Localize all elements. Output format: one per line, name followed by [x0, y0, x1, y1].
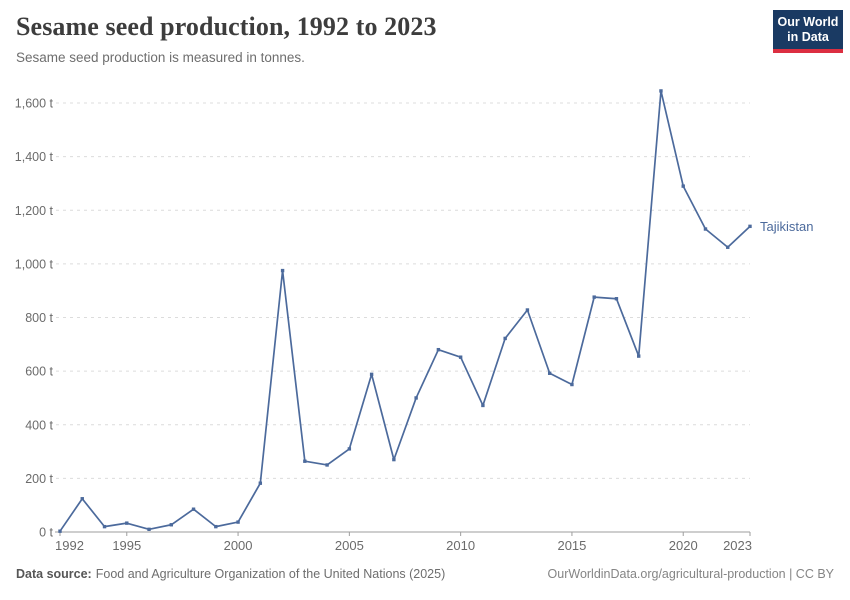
- y-tick-label: 1,400 t: [15, 150, 54, 164]
- data-point[interactable]: [369, 372, 374, 377]
- data-point[interactable]: [503, 336, 507, 341]
- data-point[interactable]: [236, 520, 240, 524]
- data-source: Data source: Food and Agriculture Organiz…: [16, 567, 445, 581]
- data-point[interactable]: [125, 521, 129, 525]
- owid-logo-line1: Our World: [777, 15, 839, 29]
- y-tick-label: 600 t: [25, 365, 53, 379]
- x-tick-label: 2000: [224, 538, 253, 553]
- data-point[interactable]: [726, 245, 730, 249]
- data-point[interactable]: [214, 524, 218, 529]
- x-tick-label: 2015: [557, 538, 586, 553]
- y-tick-label: 200 t: [25, 472, 53, 486]
- y-tick-label: 0 t: [39, 526, 53, 540]
- data-point[interactable]: [458, 355, 463, 359]
- chart-title: Sesame seed production, 1992 to 2023: [16, 12, 437, 41]
- data-point[interactable]: [80, 497, 84, 501]
- data-point[interactable]: [614, 297, 619, 301]
- data-point[interactable]: [102, 524, 107, 529]
- data-point[interactable]: [169, 523, 173, 527]
- credit-link[interactable]: OurWorldinData.org/agricultural-producti…: [547, 567, 834, 581]
- data-point[interactable]: [703, 227, 708, 231]
- y-tick-label: 1,000 t: [15, 257, 54, 271]
- x-tick-label: 2020: [669, 538, 698, 553]
- data-point[interactable]: [347, 447, 352, 451]
- data-source-label: Data source:: [16, 567, 92, 581]
- data-point[interactable]: [748, 224, 752, 229]
- data-point[interactable]: [325, 463, 329, 467]
- data-point[interactable]: [481, 403, 485, 408]
- data-point[interactable]: [392, 457, 396, 462]
- data-point[interactable]: [280, 268, 285, 273]
- chart-subtitle: Sesame seed production is measured in to…: [16, 50, 305, 65]
- data-point[interactable]: [659, 89, 663, 93]
- data-point[interactable]: [681, 184, 685, 188]
- data-point[interactable]: [191, 507, 196, 511]
- data-point[interactable]: [414, 396, 418, 400]
- y-tick-label: 1,200 t: [15, 204, 54, 218]
- data-source-text: Food and Agriculture Organization of the…: [95, 567, 446, 581]
- data-point[interactable]: [436, 347, 441, 352]
- data-point[interactable]: [58, 529, 62, 533]
- x-tick-label: 2023: [723, 538, 752, 553]
- data-point[interactable]: [147, 527, 151, 532]
- y-tick-label: 1,600 t: [15, 97, 54, 111]
- data-point[interactable]: [570, 382, 574, 387]
- data-point[interactable]: [592, 295, 596, 299]
- series-label[interactable]: Tajikistan: [760, 219, 813, 234]
- data-point[interactable]: [637, 354, 641, 358]
- data-point[interactable]: [547, 371, 552, 375]
- owid-logo[interactable]: Our World in Data: [773, 10, 843, 53]
- x-tick-label: 2005: [335, 538, 364, 553]
- y-tick-label: 400 t: [25, 418, 53, 432]
- owid-logo-line2: in Data: [787, 30, 829, 44]
- x-tick-label: 2010: [446, 538, 475, 553]
- data-point[interactable]: [258, 481, 263, 485]
- x-tick-label: 1995: [112, 538, 141, 553]
- chart-footer: Data source: Food and Agriculture Organiz…: [0, 567, 850, 581]
- data-point[interactable]: [303, 459, 307, 463]
- x-tick-label: 1992: [55, 538, 84, 553]
- data-line[interactable]: [59, 90, 751, 533]
- data-point[interactable]: [525, 308, 530, 312]
- y-tick-label: 800 t: [25, 311, 53, 325]
